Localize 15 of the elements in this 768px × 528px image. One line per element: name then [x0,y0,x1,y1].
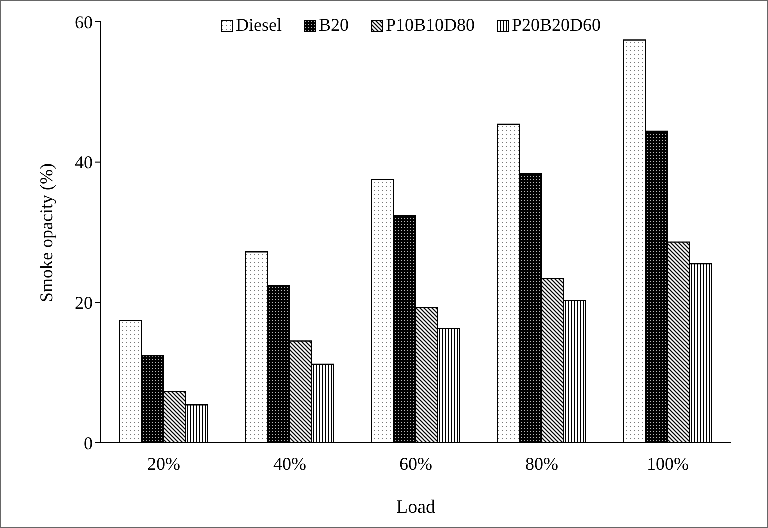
legend-label: P10B10D80 [386,15,475,36]
y-tick-label: 20 [75,293,93,314]
y-tick-label: 0 [84,433,93,454]
y-tick-label: 40 [75,152,93,173]
x-tick-label: 40% [274,454,306,474]
x-tick-label: 80% [526,454,558,474]
x-tick-label: 100% [647,454,689,474]
legend-label: B20 [318,15,349,36]
legend-label: P20B20D60 [512,15,602,36]
y-tick-label: 60 [75,12,93,32]
y-axis-title: Smoke opacity (%) [36,164,56,302]
x-tick-label: 60% [400,454,432,474]
x-tick-label: 20% [148,454,180,474]
legend-label: Diesel [236,15,282,36]
x-axis-title: Load [396,497,436,518]
